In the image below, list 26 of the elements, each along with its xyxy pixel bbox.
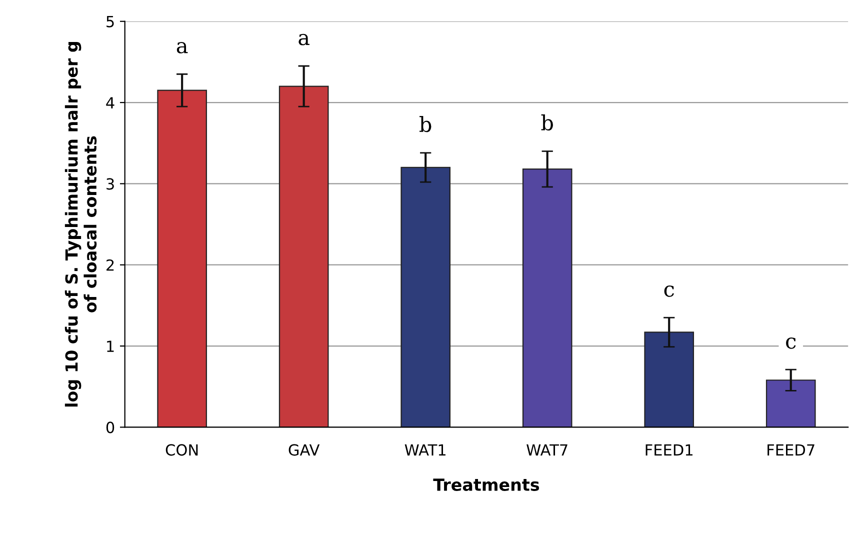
x-tick-label: FEED1 — [646, 444, 692, 456]
x-tick-label: FEED7 — [768, 444, 814, 456]
annotation: b — [420, 116, 432, 132]
annotation: a — [176, 42, 188, 54]
y-tick-label: 1 — [107, 340, 114, 352]
x-tick-label: WAT1 — [404, 444, 446, 456]
annotation: b — [541, 114, 553, 131]
bar — [400, 166, 450, 428]
y-tick-label: 0 — [106, 422, 114, 434]
y-tick-label: 4 — [106, 97, 114, 108]
annotation: a — [298, 34, 310, 46]
y-tick-label: 2 — [106, 259, 114, 271]
y-tick-label: 3 — [106, 178, 114, 190]
x-tick-label: WAT7 — [526, 444, 568, 456]
x-axis-title: Treatments — [433, 478, 540, 491]
bar — [278, 86, 329, 428]
annotation: c — [664, 286, 674, 297]
bar — [644, 332, 694, 428]
x-tick-label: CON — [166, 444, 198, 456]
y-axis-title: log 10 cfu of S. Typhimurium nalr per g of cloacal contents — [64, 42, 97, 407]
x-tick-label: GAV — [288, 444, 320, 456]
bar — [157, 90, 207, 428]
annotation: c — [786, 337, 796, 349]
bar — [766, 380, 816, 428]
bar — [522, 168, 572, 428]
y-tick-label: 5 — [106, 16, 114, 28]
